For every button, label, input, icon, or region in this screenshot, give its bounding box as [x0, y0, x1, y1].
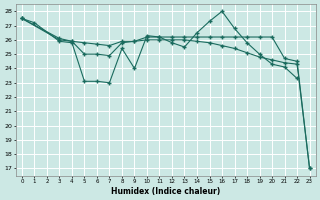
X-axis label: Humidex (Indice chaleur): Humidex (Indice chaleur)	[111, 187, 220, 196]
